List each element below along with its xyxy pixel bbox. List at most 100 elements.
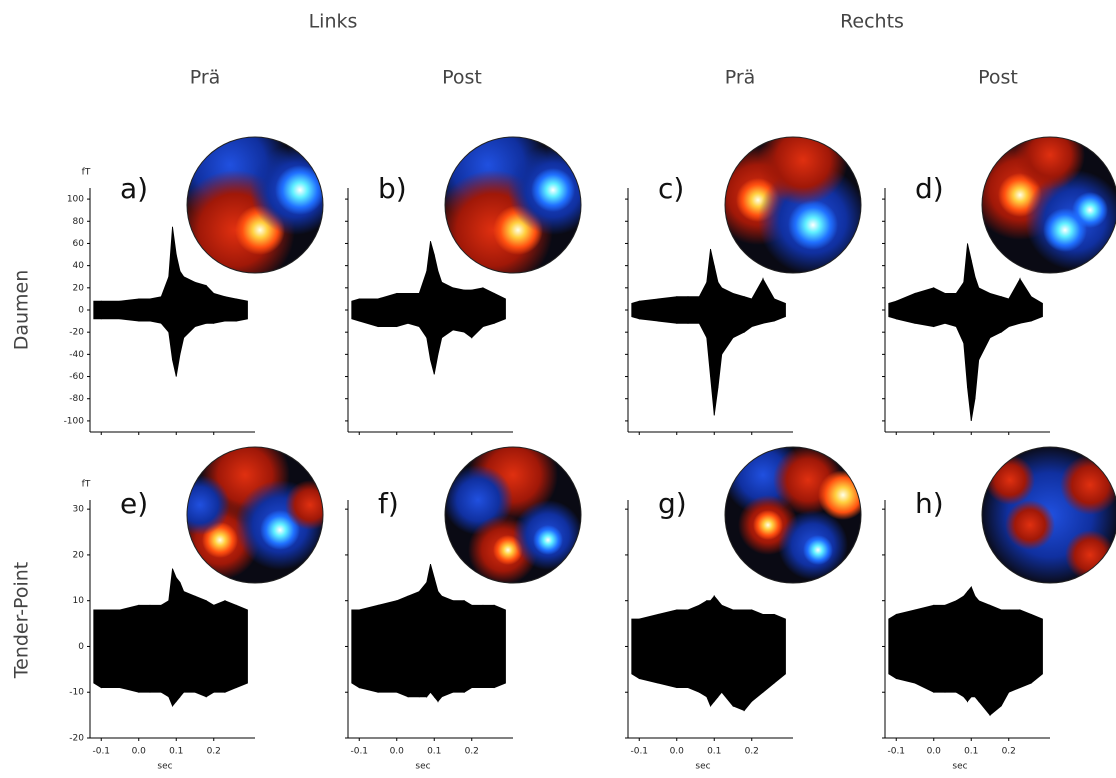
trace-band — [752, 610, 763, 702]
trace-band — [990, 293, 1001, 337]
trace-band — [718, 282, 722, 387]
trace-band — [979, 601, 990, 715]
x-tick-label: -0.1 — [630, 747, 648, 757]
trace-band — [101, 610, 120, 688]
topo-map — [170, 105, 340, 290]
trace-band — [968, 243, 972, 420]
trace-band — [733, 610, 744, 711]
trace-band — [169, 227, 173, 360]
trace-band — [236, 605, 247, 687]
condition-header: Post — [978, 67, 1018, 89]
row-label: Daumen — [11, 270, 33, 351]
x-tick-label: -0.1 — [92, 747, 110, 757]
panel-label: d) — [915, 172, 944, 205]
trace-band — [483, 288, 494, 327]
x-axis-label: sec — [415, 762, 430, 772]
trace-band — [161, 601, 169, 697]
trace-band — [494, 605, 505, 687]
trace-band — [889, 301, 897, 319]
topo-map — [980, 445, 1116, 585]
group-header: Links — [309, 11, 358, 33]
trace-band — [915, 605, 934, 692]
trace-band — [763, 614, 774, 692]
x-tick-label: 0.1 — [707, 747, 721, 757]
trace-band — [632, 619, 640, 679]
y-tick-label: -80 — [69, 394, 84, 404]
trace-band — [120, 299, 139, 321]
trace-band — [408, 592, 419, 697]
trace-band — [707, 601, 711, 706]
y-tick-label: 10 — [73, 596, 85, 606]
trace-band — [225, 297, 236, 321]
y-tick-label: -10 — [69, 688, 84, 698]
x-axis-label: sec — [695, 762, 710, 772]
trace-band — [352, 610, 360, 688]
trace-band — [472, 288, 483, 338]
panel-label: c) — [658, 172, 684, 205]
y-tick-label: 20 — [73, 283, 85, 293]
trace-band — [225, 601, 236, 693]
trace-band — [752, 279, 763, 327]
panel-label: b) — [378, 172, 407, 205]
trace-band — [979, 288, 990, 360]
trace-band — [707, 249, 711, 377]
x-axis-label: sec — [157, 762, 172, 772]
trace-band — [1031, 614, 1042, 683]
topo-map — [428, 105, 598, 290]
trace-band — [711, 249, 715, 415]
y-tick-label: -20 — [69, 734, 84, 744]
trace-band — [964, 592, 968, 702]
topo-map — [723, 435, 868, 583]
x-tick-label: 0.0 — [132, 747, 147, 757]
trace-band — [184, 277, 195, 338]
y-tick-label: 40 — [73, 261, 85, 271]
y-tick-label: -20 — [69, 328, 84, 338]
trace-band — [968, 587, 972, 701]
trace-band — [718, 601, 722, 697]
trace-band — [714, 266, 718, 416]
topo-blob — [1015, 120, 1085, 190]
trace-band — [744, 297, 752, 332]
trace-band — [677, 610, 688, 688]
trace-band — [956, 596, 964, 697]
trace-band — [359, 605, 378, 692]
trace-band — [94, 610, 102, 688]
trace-band — [494, 293, 505, 323]
trace-band — [1031, 297, 1042, 321]
x-tick-label: 0.0 — [670, 747, 685, 757]
topo-blob — [531, 168, 575, 212]
x-tick-label: 0.0 — [927, 747, 942, 757]
trace-band — [744, 610, 752, 711]
trace-band — [397, 596, 408, 697]
trace-band — [206, 286, 214, 324]
trace-band — [658, 610, 677, 688]
x-tick-label: 0.2 — [207, 747, 221, 757]
trace-band — [688, 297, 699, 324]
x-tick-label: -0.1 — [350, 747, 368, 757]
panel-label: h) — [915, 487, 944, 520]
trace-band — [438, 592, 442, 702]
trace-band — [483, 605, 494, 687]
group-header: Rechts — [840, 11, 904, 33]
trace-band — [378, 601, 397, 693]
condition-header: Prä — [725, 67, 756, 89]
trace-band — [1001, 610, 1009, 706]
trace-band — [975, 277, 979, 399]
panel-label: a) — [120, 172, 148, 205]
trace-band — [1009, 610, 1020, 692]
trace-band — [658, 297, 677, 324]
trace-band — [971, 260, 975, 421]
trace-band — [464, 290, 472, 338]
trace-band — [180, 271, 184, 354]
trace-band — [934, 288, 945, 327]
trace-band — [990, 605, 1001, 715]
panel-label: g) — [658, 487, 687, 520]
trace-band — [184, 592, 195, 693]
trace-band — [699, 282, 707, 337]
trace-band — [1020, 279, 1031, 323]
trace-band — [442, 596, 453, 697]
condition-header: Prä — [190, 67, 221, 89]
x-tick-label: 0.2 — [745, 747, 759, 757]
trace-band — [173, 227, 177, 377]
topo-blob — [788, 200, 838, 250]
